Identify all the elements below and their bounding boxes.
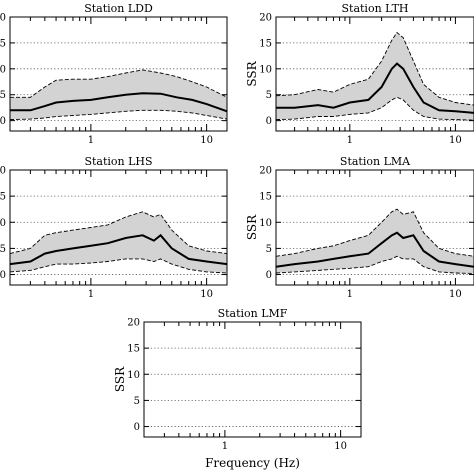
upper-bound-line — [9, 211, 228, 255]
x-tick-label: 1 — [222, 441, 228, 452]
y-tick-label: 0 — [266, 116, 272, 127]
y-tick-label: 15 — [0, 38, 6, 49]
panel-4: 0 5 10 15 20 1 10 Station LMA SSR — [245, 155, 474, 300]
y-tick-label: 5 — [0, 90, 6, 101]
uncertainty-band — [276, 32, 474, 121]
y-tick-label: 10 — [127, 370, 140, 381]
x-tick-label: 10 — [449, 289, 462, 300]
upper-bound-line — [275, 208, 474, 257]
y-axis-label: SSR — [245, 214, 259, 240]
y-axis-label: SSR — [245, 60, 259, 86]
lower-bound-line — [275, 255, 474, 274]
uncertainty-band — [10, 211, 227, 273]
plot-frame — [143, 321, 362, 438]
plot-frame — [275, 16, 474, 132]
upper-bound-line — [275, 31, 474, 106]
y-tick-label: 5 — [0, 244, 6, 255]
y-tick-label: 5 — [134, 396, 140, 407]
mean-ssr-line — [275, 231, 474, 268]
panel-5: 0 5 10 15 20 1 10 Station LMF SSR Frequency (Hz) — [113, 307, 362, 470]
chart-title: Station LDD — [84, 2, 153, 15]
y-tick-label: 0 — [134, 422, 140, 433]
x-tick-label: 10 — [200, 135, 213, 146]
y-tick-label: 20 — [0, 13, 6, 24]
y-tick-label: 10 — [259, 64, 272, 75]
y-tick-label: 20 — [259, 13, 272, 24]
chart-title: Station LMA — [340, 155, 411, 168]
x-axis-label: Frequency (Hz) — [205, 456, 300, 470]
y-tick-label: 5 — [266, 244, 272, 255]
mean-ssr-line — [276, 62, 474, 114]
chart-title: Station LHS — [84, 155, 152, 168]
y-tick-label: 15 — [127, 344, 140, 355]
plot-frame — [9, 169, 228, 286]
y-axis-label: SSR — [113, 366, 127, 392]
plot-frame — [275, 169, 474, 286]
x-tick-label: 10 — [200, 289, 213, 300]
y-tick-label: 20 — [0, 166, 6, 177]
uncertainty-band — [276, 209, 474, 274]
x-tick-label: 1 — [347, 135, 353, 146]
y-tick-label: 10 — [0, 218, 6, 229]
panel-1: 0 5 10 15 20 1 10 Station LDD — [0, 2, 228, 146]
mean-ssr-line — [9, 233, 228, 266]
y-tick-label: 15 — [259, 192, 272, 203]
lower-bound-line — [9, 258, 228, 274]
x-tick-label: 10 — [334, 441, 347, 452]
x-tick-label: 1 — [347, 289, 353, 300]
y-tick-label: 15 — [259, 38, 272, 49]
x-tick-label: 1 — [88, 135, 94, 146]
upper-bound-line — [10, 69, 228, 98]
y-tick-label: 0 — [266, 270, 272, 281]
chart-title: Station LTH — [342, 2, 409, 15]
y-tick-label: 20 — [259, 166, 272, 177]
plot-frame — [9, 16, 228, 132]
y-tick-label: 15 — [0, 192, 6, 203]
x-tick-label: 10 — [449, 135, 462, 146]
y-tick-label: 20 — [127, 318, 140, 329]
lower-bound-line — [275, 96, 474, 121]
y-tick-label: 0 — [0, 270, 6, 281]
mean-ssr-line — [10, 92, 228, 113]
x-tick-label: 1 — [88, 289, 94, 300]
y-tick-label: 5 — [266, 90, 272, 101]
panel-2: 0 5 10 15 20 1 10 Station LTH SSR — [245, 2, 474, 146]
chart-title: Station LMF — [218, 307, 288, 320]
y-tick-label: 10 — [259, 218, 272, 229]
y-tick-label: 10 — [0, 64, 6, 75]
lower-bound-line — [9, 109, 228, 121]
y-tick-label: 0 — [0, 116, 6, 127]
panel-3: 0 5 10 15 20 1 10 Station LHS — [0, 155, 228, 300]
